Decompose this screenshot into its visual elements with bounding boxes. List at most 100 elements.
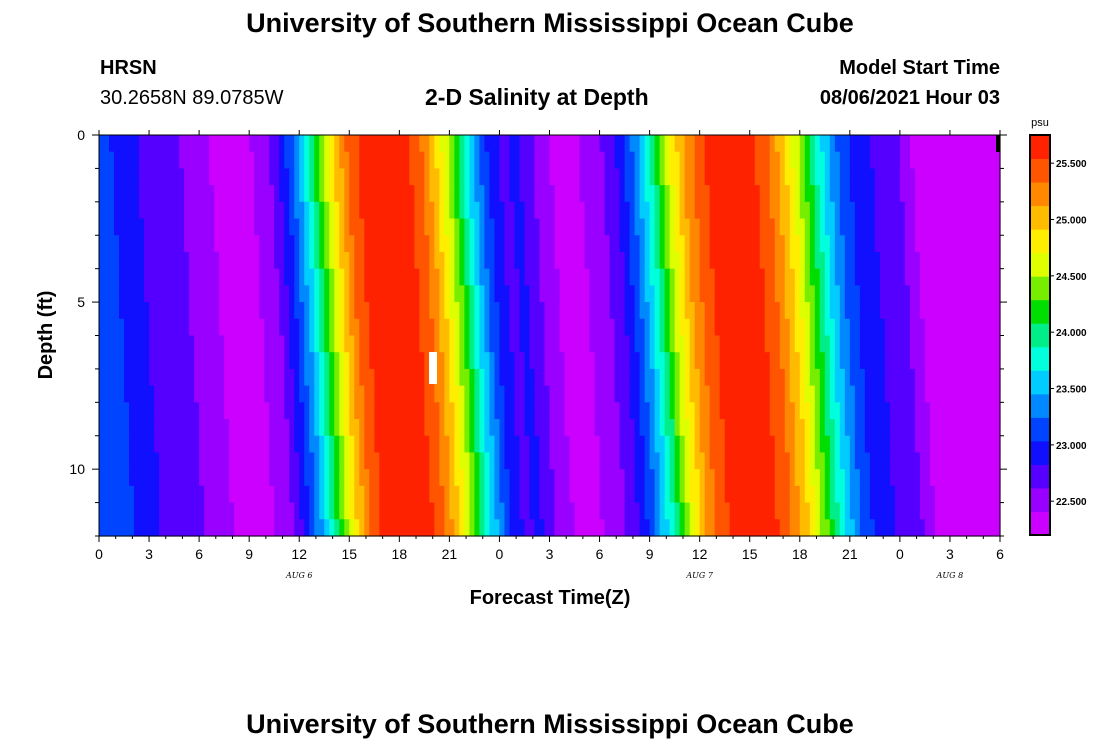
heatmap-cell: [149, 218, 155, 236]
heatmap-cell: [609, 352, 616, 370]
heatmap-cell: [489, 235, 496, 253]
heatmap-cell: [289, 435, 295, 454]
heatmap-cell: [404, 151, 410, 170]
heatmap-cell: [549, 185, 556, 203]
heatmap-cell: [434, 452, 440, 470]
heatmap-cell: [859, 502, 866, 520]
heatmap-cell: [979, 469, 986, 487]
heatmap-cell: [474, 485, 481, 504]
heatmap-cell: [824, 201, 831, 220]
heatmap-cell: [274, 201, 280, 220]
heatmap-cell: [354, 185, 360, 203]
heatmap-cell: [954, 201, 961, 220]
heatmap-cell: [404, 201, 410, 220]
heatmap-cell: [789, 201, 796, 220]
heatmap-cell: [239, 318, 245, 337]
heatmap-cell: [929, 151, 936, 170]
heatmap-cell: [239, 402, 245, 420]
heatmap-cell: [459, 168, 466, 186]
heatmap-cell: [254, 352, 260, 370]
heatmap-cell: [504, 285, 511, 303]
heatmap-cell: [929, 218, 936, 236]
heatmap-cell: [744, 201, 751, 220]
heatmap-cell: [239, 168, 245, 186]
heatmap-cell: [909, 335, 916, 353]
heatmap-cell: [134, 485, 140, 504]
heatmap-cell: [119, 402, 125, 420]
heatmap-cell: [149, 268, 155, 286]
heatmap-cell: [649, 335, 656, 353]
heatmap-cell: [884, 469, 891, 487]
heatmap-cell: [669, 419, 676, 437]
heatmap-cell: [494, 168, 501, 186]
heatmap-cell: [979, 285, 986, 303]
heatmap-cell: [509, 268, 516, 286]
heatmap-cell: [664, 218, 671, 236]
heatmap-cell: [759, 368, 766, 387]
heatmap-cell: [764, 469, 771, 487]
heatmap-cell: [459, 218, 466, 236]
heatmap-cell: [539, 452, 546, 470]
heatmap-cell: [834, 201, 841, 220]
heatmap-cell: [129, 419, 135, 437]
heatmap-cell: [694, 469, 701, 487]
heatmap-cell: [694, 419, 701, 437]
heatmap-cell: [539, 201, 546, 220]
heatmap-cell: [779, 135, 786, 153]
heatmap-cell: [214, 402, 220, 420]
heatmap-cell: [719, 452, 726, 470]
heatmap-cell: [379, 185, 385, 203]
heatmap-cell: [454, 201, 460, 220]
heatmap-cell: [864, 235, 871, 253]
heatmap-cell: [989, 201, 996, 220]
heatmap-cell: [109, 452, 115, 470]
heatmap-cell: [729, 469, 736, 487]
heatmap-cell: [794, 469, 801, 487]
heatmap-cell: [174, 502, 180, 520]
heatmap-cell: [649, 469, 656, 487]
heatmap-cell: [554, 268, 561, 286]
heatmap-cell: [914, 335, 921, 353]
heatmap-cell: [959, 302, 966, 320]
heatmap-cell: [144, 385, 150, 403]
heatmap-cell: [254, 135, 260, 153]
heatmap-cell: [759, 168, 766, 186]
heatmap-cell: [354, 268, 360, 286]
heatmap-cell: [109, 235, 115, 253]
heatmap-cell: [529, 251, 536, 270]
heatmap-cell: [684, 185, 691, 203]
heatmap-cell: [319, 251, 325, 270]
heatmap-cell: [594, 135, 601, 153]
heatmap-cell: [794, 435, 801, 454]
heatmap-cell: [689, 201, 696, 220]
heatmap-cell: [289, 352, 295, 370]
heatmap-cell: [409, 318, 415, 337]
heatmap-cell: [809, 168, 816, 186]
heatmap-cell: [574, 268, 581, 286]
heatmap-cell: [924, 402, 931, 420]
heatmap-cell: [414, 419, 420, 437]
heatmap-cell: [264, 385, 270, 403]
heatmap-cell: [234, 285, 240, 303]
heatmap-cell: [489, 335, 496, 353]
heatmap-cell: [184, 235, 190, 253]
heatmap-cell: [494, 268, 501, 286]
heatmap-cell: [109, 302, 115, 320]
heatmap-cell: [634, 419, 641, 437]
heatmap-cell: [279, 402, 285, 420]
heatmap-cell: [809, 402, 816, 420]
heatmap-cell: [169, 435, 175, 454]
heatmap-cell: [674, 318, 681, 337]
heatmap-cell: [989, 435, 996, 454]
heatmap-cell: [169, 201, 175, 220]
heatmap-cell: [284, 335, 290, 353]
heatmap-cell: [424, 285, 430, 303]
heatmap-cell: [324, 452, 330, 470]
heatmap-cell: [294, 402, 300, 420]
heatmap-cell: [584, 285, 591, 303]
heatmap-cell: [694, 168, 701, 186]
heatmap-cell: [704, 201, 711, 220]
heatmap-cell: [709, 502, 716, 520]
heatmap-cell: [694, 368, 701, 387]
heatmap-cell: [584, 185, 591, 203]
